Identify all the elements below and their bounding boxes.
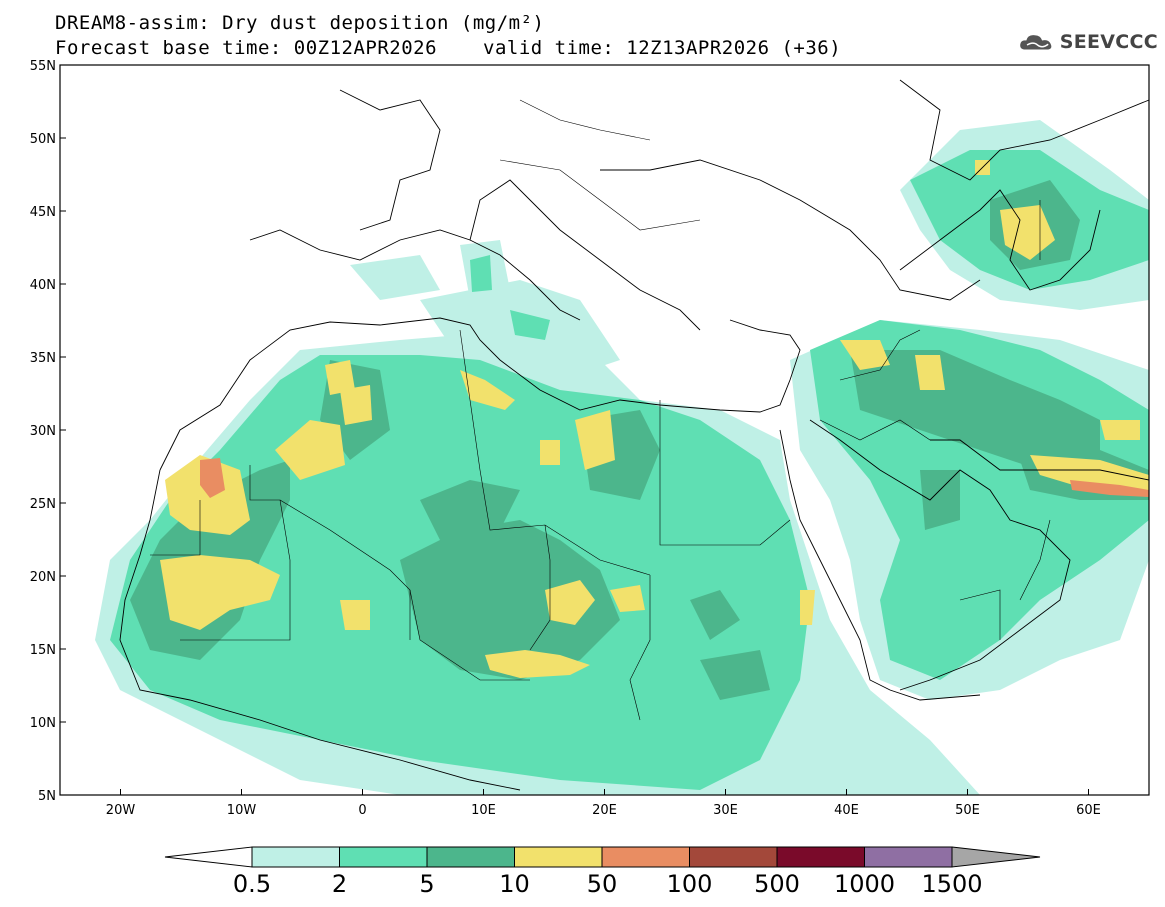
lon-label-20e: 20E (592, 803, 617, 818)
seevccc-logo: SEEVCCC (1018, 26, 1158, 58)
lat-label-50n: 50N (30, 132, 56, 147)
lat-label-20n: 20N (30, 570, 56, 585)
forecast-base-time: Forecast base time: 00Z12APR2026 (55, 37, 438, 59)
lat-label-30n: 30N (30, 424, 56, 439)
country-borders (150, 99, 1051, 721)
colorbar-box-6 (776, 846, 865, 868)
colorbar-max-arrow (951, 846, 1041, 868)
lon-label-30e: 30E (713, 803, 738, 818)
lat-label-5n: 5N (38, 789, 56, 804)
colorbar-level-label: 10 (499, 870, 530, 898)
lat-label-55n: 55N (30, 59, 56, 74)
colorbar-level-label: 5 (419, 870, 435, 898)
colorbar-level-label: 100 (666, 870, 713, 898)
colorbar-box-2 (426, 846, 515, 868)
lon-label-40e: 40E (834, 803, 859, 818)
colorbar-min-arrow (164, 846, 253, 868)
cloud-icon (1020, 35, 1052, 50)
map-title: DREAM8-assim: Dry dust deposition (mg/m²… (55, 12, 545, 34)
lon-label-60e: 60E (1076, 803, 1101, 818)
lat-label-45n: 45N (30, 205, 56, 220)
colorbar-box-1 (339, 846, 428, 868)
latitude-labels: 5N 10N 15N 20N 25N 30N 35N 40N 45N 50N 55N (30, 59, 56, 804)
colorbar-box-7 (864, 846, 953, 868)
colorbar-level-label: 50 (586, 870, 618, 898)
lon-label-10e: 10E (471, 803, 496, 818)
lat-label-10n: 10N (30, 716, 56, 731)
colorbar-level-label: 0.5 (232, 870, 272, 898)
valid-time: valid time: 12Z13APR2026 (+36) (483, 37, 842, 59)
lat-label-40n: 40N (30, 278, 56, 293)
lat-label-15n: 15N (30, 643, 56, 658)
lon-label-10w: 10W (227, 803, 257, 818)
colorbar-level-label: 1500 (921, 870, 983, 898)
lat-label-25n: 25N (30, 497, 56, 512)
longitude-labels: 20W 10W 0 10E 20E 30E 40E 50E 60E (106, 803, 1101, 818)
dust-field (60, 65, 1149, 795)
logo-text: SEEVCCC (1059, 31, 1158, 53)
lon-label-20w: 20W (106, 803, 136, 818)
lon-label-50e: 50E (955, 803, 980, 818)
colorbar-level-label: 2 (331, 870, 348, 898)
colorbar-level-label: 500 (754, 870, 800, 898)
colorbar-level-label: 1000 (833, 870, 896, 898)
axis-ticks (60, 64, 1089, 796)
colorbar-box-4 (601, 846, 690, 868)
colorbar-box-0 (251, 846, 340, 868)
lat-label-35n: 35N (30, 351, 56, 366)
colorbar (164, 846, 1041, 868)
colorbar-box-3 (514, 846, 603, 868)
lon-label-0: 0 (358, 803, 366, 818)
coastlines (119, 79, 1149, 791)
colorbar-box-5 (689, 846, 778, 868)
